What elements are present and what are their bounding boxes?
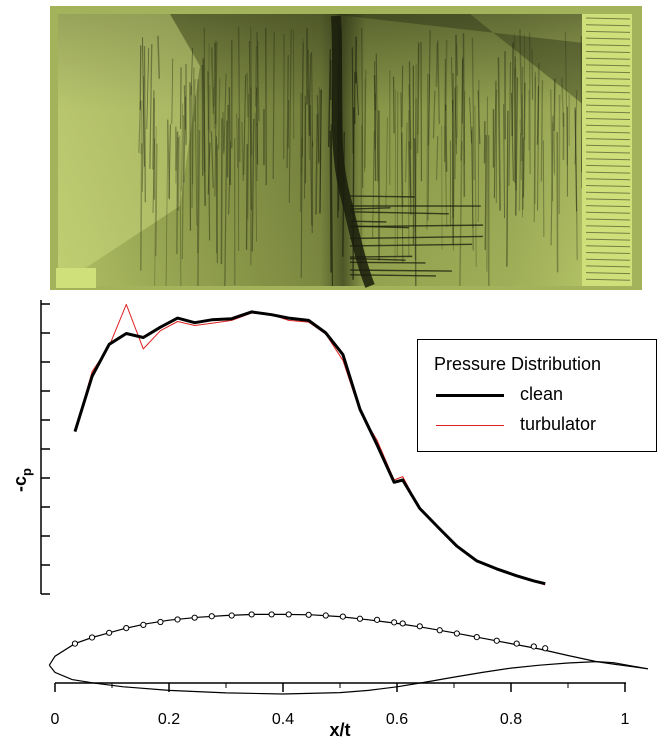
y-ticks: [41, 303, 50, 595]
x-tick-label: 0: [51, 711, 60, 728]
trailing-edge-streaks: [582, 14, 632, 286]
pressure-tap-marker: [530, 643, 537, 650]
legend: Pressure Distribution clean turbulator: [417, 339, 657, 452]
pressure-tap-marker: [191, 614, 198, 621]
pressure-tap-marker: [542, 645, 549, 652]
x-axis-title: x/t: [329, 720, 350, 740]
x-tick-label: 0.8: [500, 711, 522, 728]
legend-label-turbulator: turbulator: [520, 414, 597, 434]
pressure-tap-marker: [493, 637, 500, 644]
airfoil-lower-surface: [48, 660, 648, 695]
pressure-tap-marker: [248, 611, 255, 618]
legend-item-turbulator: turbulator: [436, 414, 646, 436]
pressure-tap-marker: [453, 630, 460, 637]
transition-line: [331, 15, 375, 288]
flow-visualization-image: [50, 6, 642, 290]
legend-swatch-clean: [436, 394, 504, 397]
x-tick-label: 0.2: [158, 711, 180, 728]
pressure-tap-marker: [285, 611, 292, 618]
flow-visualization-photo: [50, 6, 642, 290]
legend-swatch-turbulator: [436, 425, 504, 426]
series-lines: [73, 303, 546, 586]
pressure-tap-marker: [356, 615, 364, 622]
oil-flow-streaks: [138, 26, 620, 287]
pressure-tap-marker: [174, 616, 181, 623]
airfoil-upper-surface: [48, 613, 648, 670]
pressure-tap-marker: [208, 613, 215, 620]
series-line-clean: [73, 310, 546, 586]
y-axis-title-sub: p: [19, 468, 34, 476]
y-axis-title-main: -c: [10, 476, 30, 492]
pressure-tap-marker: [473, 634, 480, 641]
pressure-tap-marker: [106, 629, 113, 636]
legend-title: Pressure Distribution: [434, 354, 602, 374]
y-axis-title: -cp: [10, 468, 34, 492]
legend-item-clean: clean: [436, 384, 646, 406]
pressure-tap-marker: [71, 640, 79, 647]
pressure-tap-marker: [322, 612, 329, 619]
pressure-tap-marker: [513, 640, 520, 647]
pressure-tap-marker: [339, 613, 346, 620]
photo-corner-tape: [56, 268, 96, 288]
pressure-tap-marker: [391, 619, 398, 626]
photo-shadow-band: [330, 14, 610, 126]
x-tick-label: 0.4: [272, 711, 294, 728]
legend-label-clean: clean: [520, 384, 564, 404]
pressure-tap-marker: [157, 618, 164, 626]
x-ticks: 0 0.2 0.4 0.6 0.8 1: [51, 683, 630, 728]
pressure-tap-marker: [399, 620, 406, 627]
pressure-tap-marker: [123, 625, 130, 632]
pressure-tap-marker: [228, 612, 235, 619]
x-tick-label: 0.6: [386, 711, 408, 728]
photo-highlight: [58, 14, 200, 286]
pressure-tap-marker: [373, 616, 381, 623]
pressure-tap-marker: [88, 634, 96, 641]
pressure-tap-marker: [268, 611, 275, 618]
airfoil-profile: [48, 611, 648, 695]
pressure-tap-marker: [436, 627, 443, 634]
pressure-tap-marker: [416, 623, 423, 630]
x-tick-label: 1: [621, 711, 630, 728]
pressure-tap-marker: [140, 621, 147, 628]
pressure-tap-marker: [305, 611, 312, 618]
